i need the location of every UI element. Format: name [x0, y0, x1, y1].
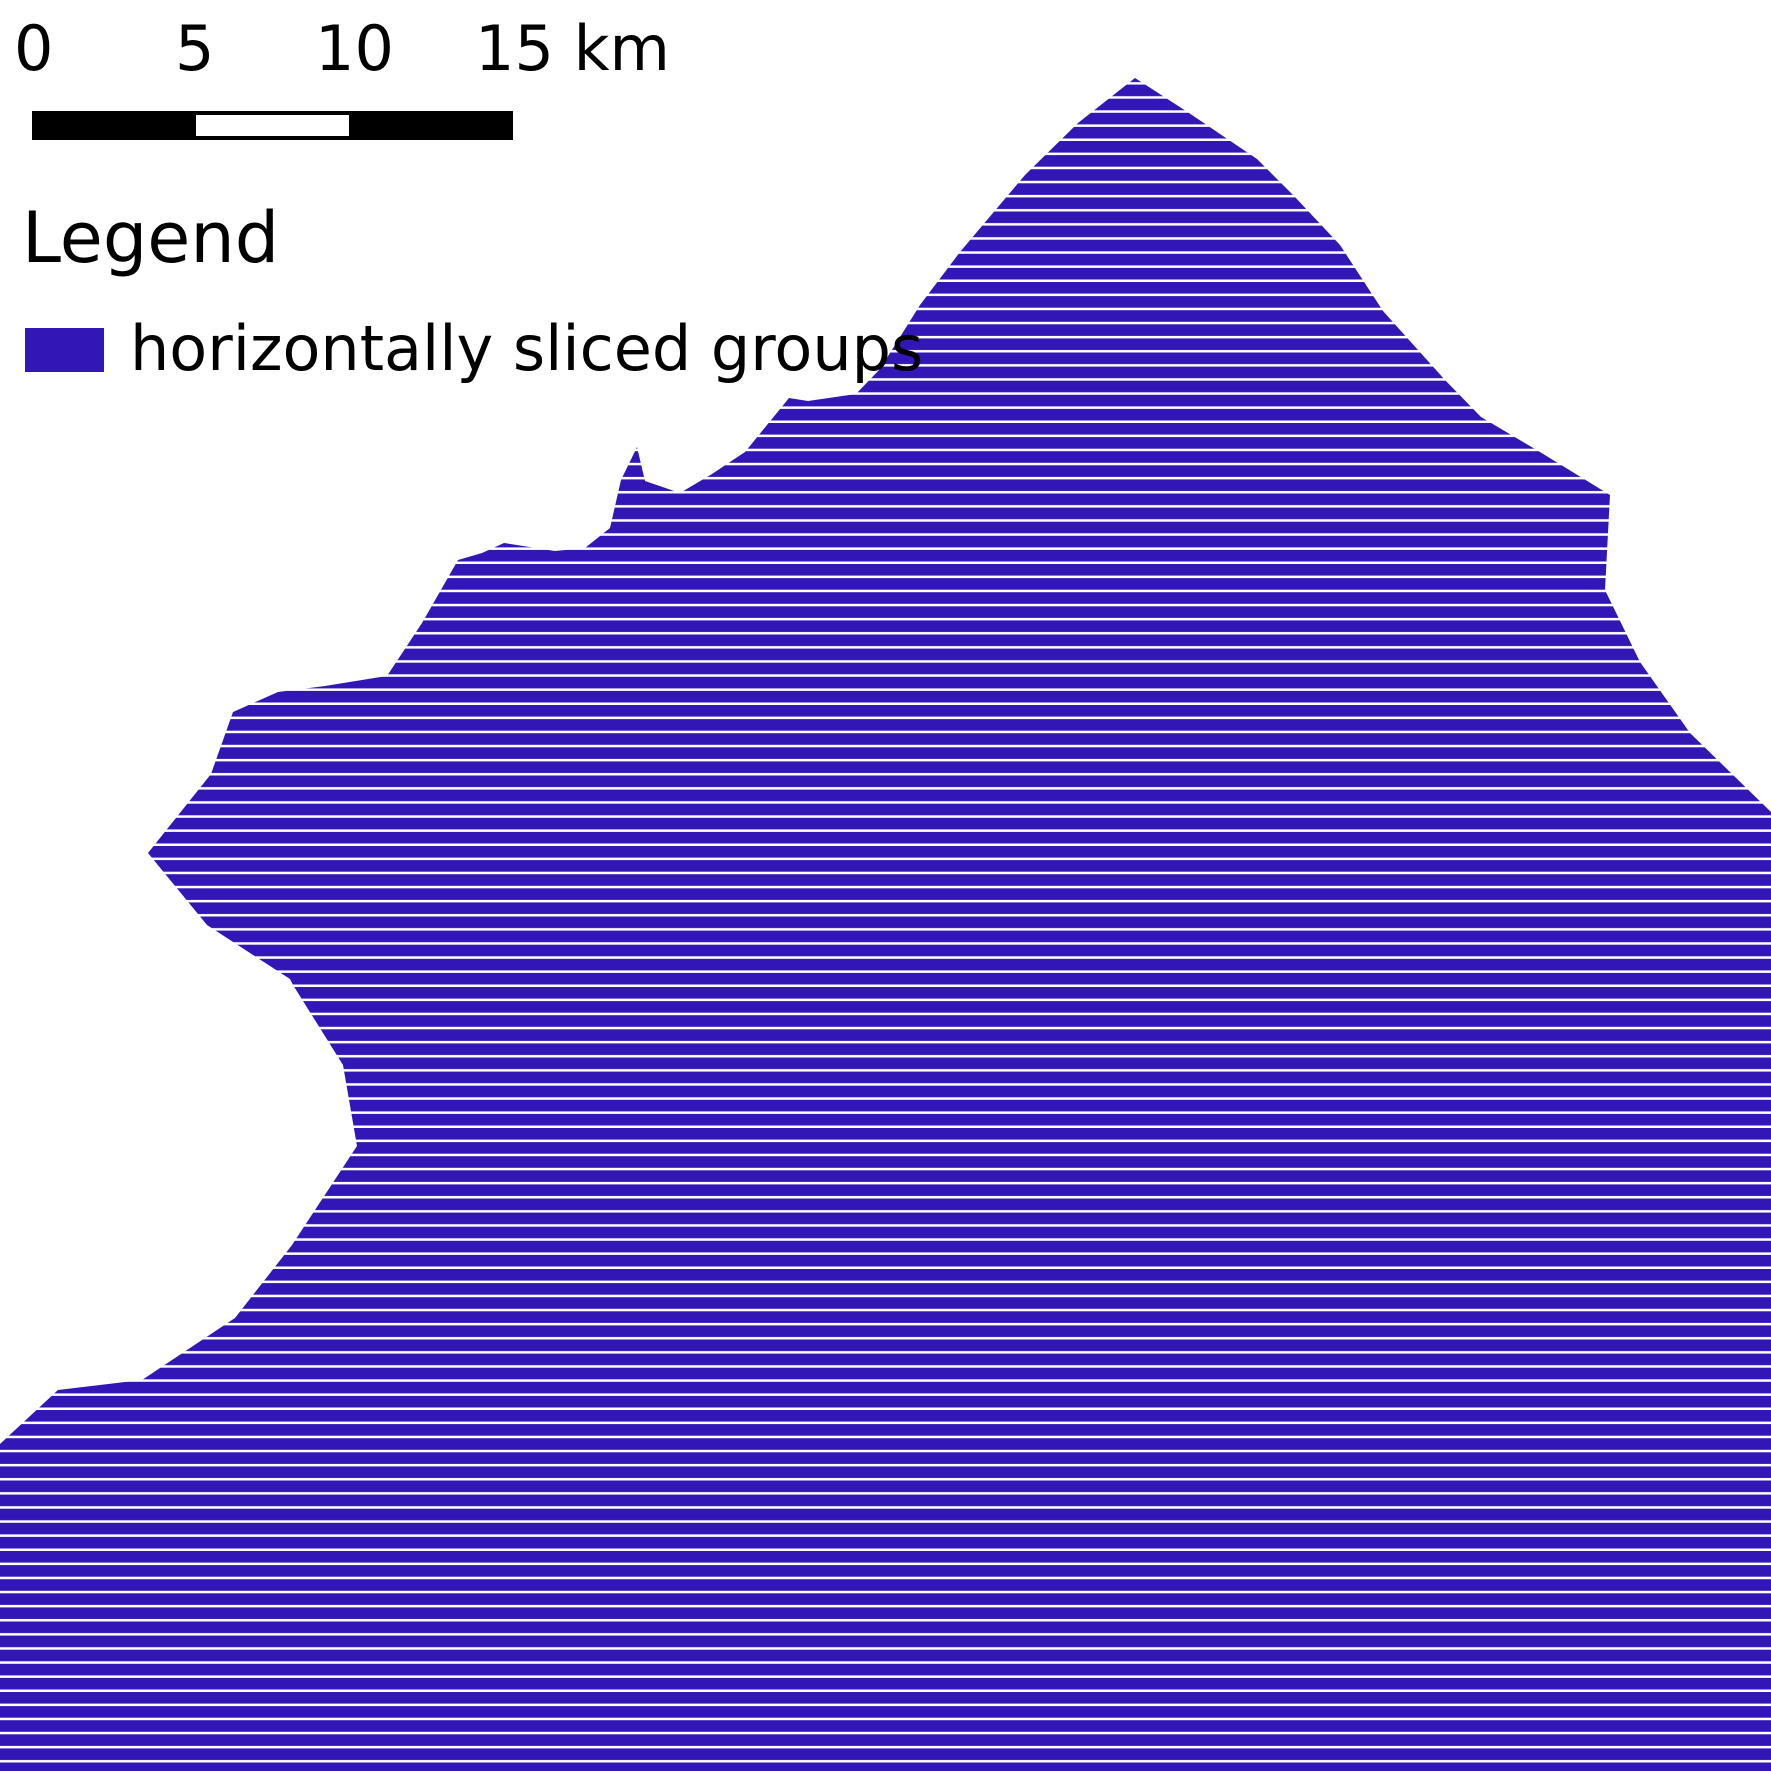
scale-label-15km: 15 km — [475, 12, 670, 85]
scale-label-0: 0 — [14, 12, 54, 85]
legend-item-label: horizontally sliced groups — [130, 312, 924, 385]
scale-bar-segment-white-fill — [196, 115, 349, 136]
legend-title: Legend — [22, 197, 280, 279]
scale-bar-segment-black-1 — [32, 111, 194, 140]
legend-swatch — [25, 328, 104, 372]
map-region-polygon — [0, 78, 1771, 1771]
scale-label-5: 5 — [175, 12, 215, 85]
scale-bar — [32, 111, 513, 140]
scale-label-10: 10 — [315, 12, 394, 85]
scale-bar-segment-black-2 — [351, 111, 513, 140]
